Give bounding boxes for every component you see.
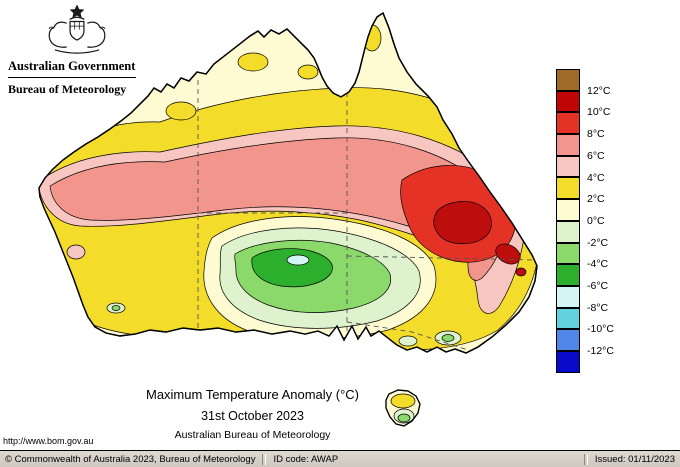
border-nsw-vic <box>346 321 469 351</box>
copyright-text: © Commonwealth of Australia 2023, Bureau… <box>5 453 256 465</box>
border-qld-nsw <box>346 255 537 261</box>
legend-color-box <box>556 264 580 286</box>
region-dark-green-core <box>251 248 333 288</box>
patch-pink-westcoast <box>66 244 86 260</box>
legend-color-box <box>556 242 580 265</box>
legend-color-box <box>556 285 580 308</box>
tasmania-green <box>397 413 411 423</box>
legend-color-box <box>556 350 580 373</box>
legend-label: -8°C <box>587 301 609 314</box>
legend-label: -6°C <box>587 280 609 292</box>
map-title: Maximum Temperature Anomaly (°C) <box>145 387 360 402</box>
legend-color-box <box>556 199 580 221</box>
australia-anomaly-map <box>38 11 538 427</box>
title-block: Maximum Temperature Anomaly (°C) 31st Oc… <box>100 387 405 441</box>
legend-label: 10°C <box>587 106 611 119</box>
legend-label: 2°C <box>587 193 605 206</box>
legend-color-box <box>556 112 580 135</box>
legend-label: -12°C <box>587 345 614 358</box>
legend-label: 4°C <box>587 171 605 184</box>
government-header: Australian Government Bureau of Meteorol… <box>8 3 146 97</box>
region-dark-red-core <box>433 201 492 245</box>
header-divider <box>8 77 136 78</box>
issued-text: Issued: 01/11/2023 <box>594 453 675 465</box>
bureau-title: Bureau of Meteorology <box>8 82 127 96</box>
legend-label: 8°C <box>587 128 605 141</box>
statusbar-divider <box>262 453 267 465</box>
anomaly-regions <box>39 24 537 351</box>
legend-boxes <box>556 69 580 373</box>
legend-color-box <box>556 329 580 351</box>
legend-label: 6°C <box>587 149 605 162</box>
legend-color-box <box>556 220 580 243</box>
legend-label: 0°C <box>587 214 605 227</box>
tasmania-yellow <box>390 393 416 409</box>
region-salmon-band <box>49 137 506 281</box>
patch-yellow-arnhem <box>297 64 319 80</box>
legend-color-box <box>556 177 580 200</box>
region-cyan-spot <box>286 254 310 266</box>
government-title: Australian Government <box>8 59 136 73</box>
legend-label: -4°C <box>587 258 609 271</box>
bom-url: http://www.bom.gov.au <box>3 436 94 446</box>
legend-label: 12°C <box>587 84 611 97</box>
patch-green-victoria-core <box>441 334 455 342</box>
australia-coastline-outline <box>38 11 538 354</box>
legend-color-box <box>556 155 580 178</box>
region-dark-red-core <box>515 267 527 277</box>
map-attribution: Australian Bureau of Meteorology <box>174 429 331 441</box>
status-bar: © Commonwealth of Australia 2023, Bureau… <box>0 450 680 467</box>
legend-label: -2°C <box>587 236 609 249</box>
patch-yellow-kimberley <box>165 101 197 121</box>
map-date: 31st October 2023 <box>201 409 304 423</box>
patch-yellow-topend <box>237 52 269 72</box>
legend-label: -10°C <box>587 323 614 336</box>
tasmania-coastline-outline <box>385 389 421 427</box>
statusbar-divider <box>583 453 588 465</box>
legend-color-box <box>556 69 580 91</box>
id-code-text: ID code: AWAP <box>273 453 339 465</box>
patch-green-southwest-core <box>111 305 121 311</box>
legend-color-box <box>556 307 580 330</box>
legend-color-box <box>556 134 580 156</box>
legend-color-box <box>556 90 580 113</box>
state-borders <box>197 80 537 351</box>
patch-green-southcoast <box>398 335 418 347</box>
coat-of-arms-icon <box>48 4 106 54</box>
tasmania-regions <box>390 393 416 424</box>
